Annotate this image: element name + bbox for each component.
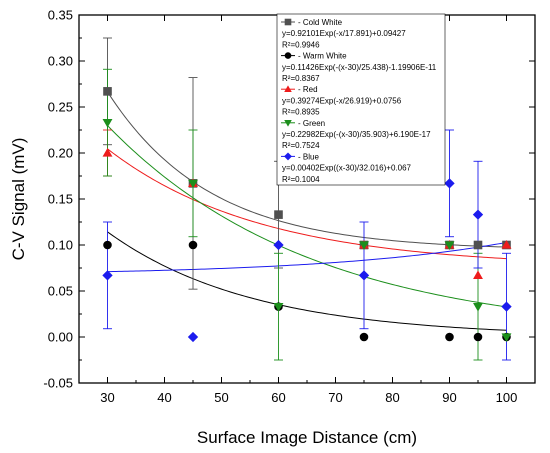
x-tick-label: 90 [442,390,456,405]
legend-label-green: - Green [298,119,325,128]
data-markers [102,87,512,343]
fit-curve-green [107,125,507,308]
axis-ticks: 30 40 50 60 70 80 90 100 -0.05 0.00 0.05 0.10 0.15 0.… [43,8,536,405]
x-tick-label: 50 [214,390,228,405]
point-cold-white [103,87,112,96]
x-tick-label: 30 [100,390,114,405]
y-tick-label: 0.00 [48,330,73,345]
point-red [473,270,483,280]
legend-r2-warm-white: R²=0.8367 [282,74,320,83]
y-tick-label: 0.20 [48,146,73,161]
legend-equation-cold-white: y=0.92101Exp(-x/17.891)+0.09427 [282,29,406,38]
legend-box [276,13,446,186]
legend-marker-blue [284,152,292,161]
legend-r2-blue: R²=0.1004 [282,175,320,184]
point-warm-white [103,240,112,250]
point-green [102,118,113,128]
legend-equation-red: y=0.39274Exp(-x/26.919)+0.0756 [282,96,402,105]
point-warm-white [445,332,454,342]
x-tick-label: 40 [157,390,171,405]
legend-label-warm-white: - Warm White [298,52,347,61]
y-axis-title: C-V Signal (mV) [9,138,28,261]
x-tick-label: 60 [271,390,285,405]
point-blue [102,270,113,281]
legend-label-red: - Red [298,85,318,94]
y-tick-label: 0.30 [48,54,73,69]
y-tick-label: -0.05 [43,376,73,391]
y-tick-label: 0.35 [48,8,73,23]
legend-label-blue: - Blue [298,152,319,161]
x-axis-title: Surface Image Distance (cm) [197,428,417,447]
y-tick-label: 0.25 [48,100,73,115]
point-red [501,240,512,249]
point-blue [444,178,455,189]
y-tick-label: 0.05 [48,284,73,299]
fit-curve-warm-white [107,231,507,331]
point-cold-white [274,210,283,219]
legend-r2-red: R²=0.8935 [282,108,320,117]
point-green [273,302,284,312]
point-green [188,179,198,189]
y-tick-label: 0.10 [48,238,73,253]
x-tick-label: 70 [328,390,342,405]
legend-marker-warm-white [284,52,292,59]
fit-curves [107,91,507,331]
point-cold-white [473,240,483,250]
point-green [473,302,483,312]
legend-marker-red [284,85,292,93]
fit-curve-blue [107,241,507,273]
point-blue [472,209,484,220]
y-tick-label: 0.15 [48,192,73,207]
legend-equation-blue: y=0.00402Exp((x-30)/32.016)+0.067 [282,164,412,173]
x-tick-label: 80 [385,390,399,405]
legend-marker-cold-white [284,18,292,26]
fit-curve-red [107,148,507,260]
point-green [501,333,512,342]
legend-r2-green: R²=0.7524 [282,141,320,150]
legend-equation-green: y=0.22982Exp(-(x-30)/35.903)+6.190E-17 [282,130,431,139]
legend-marker-green [284,119,292,127]
point-red [102,148,113,157]
point-blue [358,270,370,281]
point-blue [187,331,199,343]
legend-r2-cold-white: R²=0.9946 [282,40,320,49]
legend-equation-warm-white: y=0.11426Exp(-(x-30)/25.438)-1.19906E-11 [282,63,437,72]
point-green [444,241,455,250]
x-tick-label: 100 [496,390,518,405]
legend: - Cold White y=0.92101Exp(-x/17.891)+0.09… [276,13,446,186]
point-blue [273,239,284,251]
point-warm-white [188,240,198,250]
fit-curve-cold-white [107,91,507,248]
point-warm-white [359,332,369,342]
point-green [359,241,369,250]
point-warm-white [473,332,483,342]
point-blue [501,301,512,312]
legend-label-cold-white: - Cold White [298,18,343,27]
